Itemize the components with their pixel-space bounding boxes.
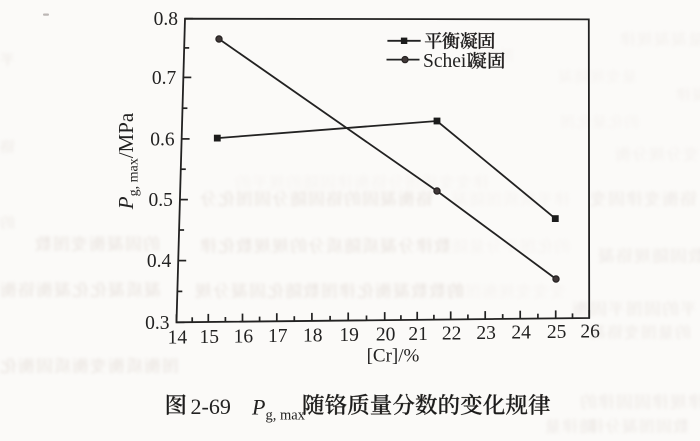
svg-text:14: 14 bbox=[168, 327, 188, 348]
svg-text:22: 22 bbox=[442, 323, 462, 344]
svg-text:23: 23 bbox=[476, 323, 496, 344]
svg-text:24: 24 bbox=[511, 323, 531, 344]
svg-text:Scheil: Scheil bbox=[423, 51, 472, 72]
svg-text:0.6: 0.6 bbox=[150, 129, 175, 150]
svg-text:20: 20 bbox=[376, 324, 396, 345]
svg-text:Pg, max/MPa: Pg, max/MPa bbox=[114, 112, 141, 210]
svg-text:17: 17 bbox=[268, 326, 288, 347]
svg-text:0.3: 0.3 bbox=[145, 313, 169, 334]
svg-text:[Cr]/%: [Cr]/% bbox=[367, 346, 420, 367]
svg-text:18: 18 bbox=[303, 325, 323, 346]
svg-text:0.4: 0.4 bbox=[147, 251, 172, 272]
svg-text:0.8: 0.8 bbox=[154, 9, 178, 30]
svg-text:21: 21 bbox=[408, 324, 428, 345]
svg-text:15: 15 bbox=[199, 327, 219, 348]
svg-text:2-69: 2-69 bbox=[191, 394, 231, 419]
svg-text:16: 16 bbox=[234, 326, 254, 347]
svg-text:0.7: 0.7 bbox=[152, 68, 177, 89]
svg-text:26: 26 bbox=[580, 322, 600, 343]
svg-text:19: 19 bbox=[339, 325, 359, 346]
svg-text:Pg, max: Pg, max bbox=[251, 395, 306, 424]
svg-text:25: 25 bbox=[547, 322, 567, 343]
svg-text:0.5: 0.5 bbox=[149, 190, 173, 211]
